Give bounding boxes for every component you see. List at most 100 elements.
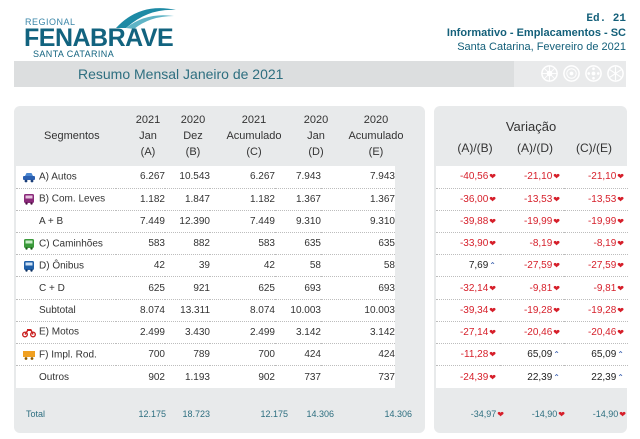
value-cell: 3.142 [275, 321, 321, 345]
value-cell: 8.074 [210, 299, 275, 322]
value-cell: 7.449 [210, 210, 275, 234]
value-cell: 583 [210, 232, 275, 256]
table-row: Subtotal 8.074 13.311 8.074 10.003 10.003 [16, 299, 395, 322]
arrow-down-icon: ❤ [553, 261, 560, 271]
motorcycle-icon [22, 326, 36, 338]
variation-cell: -39,88❤ [436, 210, 500, 234]
segment-cell: Subtotal [16, 299, 116, 322]
arrow-down-icon: ❤ [489, 239, 496, 249]
variation-cell: -13,53❤ [564, 188, 628, 211]
col-header: 2021 Acumulado (C) [226, 114, 282, 158]
variation-cell: -27,59❤ [564, 254, 628, 278]
value-cell: 58 [275, 254, 321, 278]
variation-cell: -9,81❤ [500, 276, 564, 300]
value-cell: 1.182 [210, 188, 275, 211]
variation-col-header: (A)/(B) [457, 141, 493, 155]
wheel-icon [584, 64, 603, 83]
arrow-down-icon: ❤ [553, 194, 560, 204]
table-row: B) Com. Leves 1.182 1.847 1.182 1.367 1.367 [16, 188, 395, 211]
fenabrave-logo: REGIONAL FENABRAVE SANTA CATARINA [24, 4, 176, 59]
variation-col-header: (C)/(E) [576, 141, 612, 155]
value-cell: 42 [210, 254, 275, 278]
total-value: 12.175 [260, 409, 288, 419]
variation-cell: 65,09⌃ [564, 343, 628, 367]
variation-cell: -20,46❤ [500, 321, 564, 345]
value-cell: 1.193 [165, 365, 210, 388]
value-cell: 3.142 [321, 321, 395, 345]
table-row: F) Impl. Rod. 700 789 700 424 424 [16, 343, 395, 367]
date-label: Santa Catarina, Fevereiro de 2021 [457, 41, 626, 53]
col-header: 2020 Dez (B) [180, 114, 206, 158]
truck-icon [22, 238, 36, 250]
table-row: D) Ônibus 42 39 42 58 58 [16, 254, 395, 278]
value-cell: 424 [275, 343, 321, 367]
arrow-down-icon: ❤ [489, 305, 496, 315]
edition-label: Ed. 21 [586, 13, 626, 25]
variation-cell: -24,39❤ [436, 365, 500, 388]
value-cell: 700 [116, 343, 165, 367]
arrow-down-icon: ❤ [617, 239, 624, 249]
wheel-icon [540, 64, 559, 83]
arrow-down-icon: ❤ [489, 172, 496, 182]
header-segmentos: Segmentos [44, 130, 100, 142]
arrow-down-icon: ❤ [489, 194, 496, 204]
value-cell: 737 [275, 365, 321, 388]
arrow-down-icon: ❤ [553, 239, 560, 249]
variation-cell: 65,09⌃ [500, 343, 564, 367]
variation-cell: -19,28❤ [500, 299, 564, 322]
variation-table: -40,56❤ -21,10❤ -21,10❤ -36,00❤ -13,53❤ -13,5… [436, 166, 628, 388]
value-cell: 7.943 [321, 166, 395, 189]
total-label: Total [26, 409, 46, 419]
value-cell: 700 [210, 343, 275, 367]
value-cell: 9.310 [321, 210, 395, 234]
arrow-down-icon: ❤ [489, 350, 496, 360]
segment-cell: Outros [16, 365, 116, 388]
title-band: Resumo Mensal Janeiro de 2021 [14, 61, 626, 87]
value-cell: 2.499 [210, 321, 275, 345]
value-cell: 635 [321, 232, 395, 256]
variation-cell: -8,19❤ [564, 232, 628, 256]
variation-cell: -20,46❤ [564, 321, 628, 345]
arrow-down-icon: ❤ [553, 216, 560, 226]
arrow-up-icon: ⌃ [617, 350, 624, 360]
segment-cell: D) Ônibus [16, 254, 116, 278]
value-cell: 737 [321, 365, 395, 388]
total-value: 14.306 [306, 409, 334, 419]
col-header: 2021 Jan (A) [135, 114, 161, 158]
value-cell: 902 [116, 365, 165, 388]
segment-cell: E) Motos [16, 321, 116, 345]
segment-cell: A + B [16, 210, 116, 234]
arrow-up-icon: ⌃ [553, 350, 560, 360]
value-cell: 424 [321, 343, 395, 367]
value-cell: 693 [275, 276, 321, 300]
variation-cell: 7,69⌃ [436, 254, 500, 278]
value-cell: 9.310 [275, 210, 321, 234]
arrow-down-icon: ❤ [489, 283, 496, 293]
value-cell: 12.390 [165, 210, 210, 234]
variation-row: -39,88❤ -19,99❤ -19,99❤ [436, 210, 628, 234]
value-cell: 10.543 [165, 166, 210, 189]
value-cell: 921 [165, 276, 210, 300]
page-title: Resumo Mensal Janeiro de 2021 [78, 66, 284, 82]
total-value: 12.175 [138, 409, 166, 419]
arrow-up-icon: ⌃ [553, 372, 560, 382]
variation-cell: -11,28❤ [436, 343, 500, 367]
variation-row: -33,90❤ -8,19❤ -8,19❤ [436, 232, 628, 256]
segment-cell: C) Caminhões [16, 232, 116, 256]
segment-cell: B) Com. Leves [16, 188, 116, 211]
wheel-icon [562, 64, 581, 83]
header-info: Ed. 21 Informativo - Emplacamentos - SC … [447, 12, 626, 54]
segment-cell: A) Autos [16, 166, 116, 189]
variation-cell: -19,99❤ [500, 210, 564, 234]
value-cell: 1.367 [321, 188, 395, 211]
arrow-down-icon: ❤ [553, 305, 560, 315]
logo-regional: REGIONAL [25, 17, 76, 27]
value-cell: 13.311 [165, 299, 210, 322]
col-header: 2020 Jan (D) [303, 114, 329, 158]
arrow-down-icon: ❤ [489, 372, 496, 382]
total-variation: -14,90❤ [531, 409, 565, 419]
table-row: C + D 625 921 625 693 693 [16, 276, 395, 300]
value-cell: 625 [116, 276, 165, 300]
table-row: C) Caminhões 583 882 583 635 635 [16, 232, 395, 256]
arrow-down-icon: ❤ [617, 216, 624, 226]
